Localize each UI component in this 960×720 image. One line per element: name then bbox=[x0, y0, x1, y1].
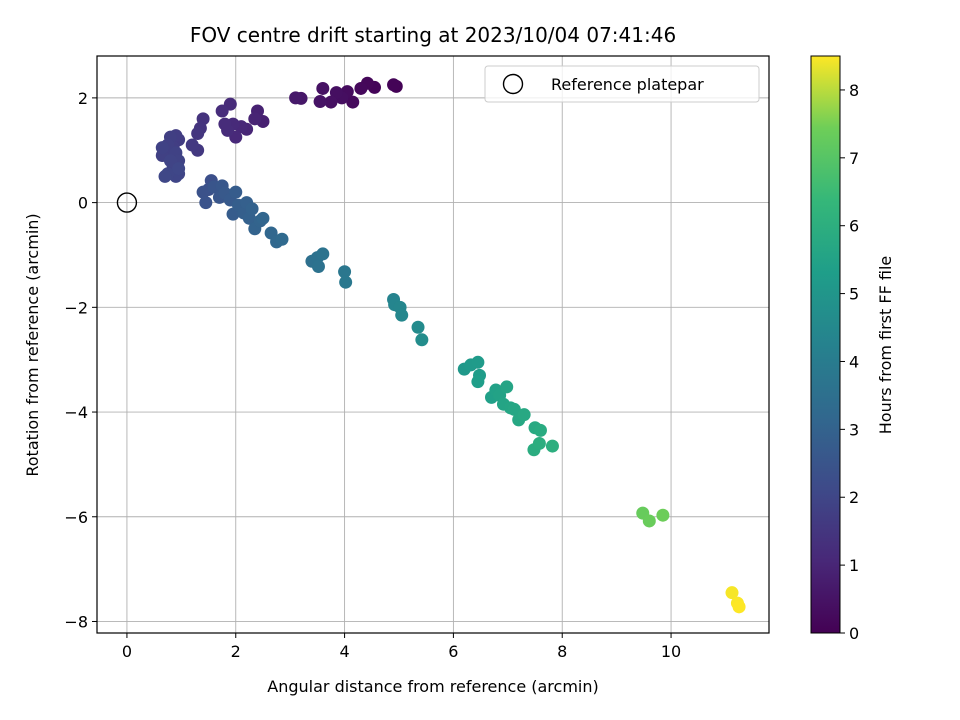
data-point bbox=[218, 117, 232, 131]
colorbar-label: Hours from first FF file bbox=[876, 256, 895, 435]
reference-marker bbox=[116, 192, 138, 213]
data-point bbox=[346, 95, 360, 109]
data-point bbox=[185, 138, 199, 152]
data-point bbox=[338, 265, 352, 279]
data-point bbox=[354, 81, 368, 95]
data-point bbox=[471, 375, 485, 389]
y-tick-label: −6 bbox=[64, 508, 88, 527]
x-axis-ticks: 0 2 4 6 8 10 bbox=[122, 633, 681, 661]
data-point bbox=[395, 308, 409, 322]
data-point bbox=[158, 169, 172, 183]
data-point bbox=[329, 86, 343, 100]
plot-frame bbox=[96, 55, 770, 634]
data-point bbox=[313, 95, 327, 109]
y-axis-ticks: −8 −6 −4 −2 0 2 bbox=[64, 89, 97, 631]
data-point bbox=[289, 91, 303, 105]
data-point bbox=[545, 439, 559, 453]
data-point bbox=[387, 78, 401, 92]
data-point bbox=[248, 112, 262, 126]
data-point bbox=[324, 95, 338, 109]
data-point bbox=[172, 162, 186, 176]
data-point bbox=[339, 275, 353, 289]
colorbar-tick-label: 7 bbox=[849, 149, 859, 168]
data-point bbox=[155, 141, 169, 155]
data-point bbox=[229, 185, 243, 199]
y-tick-label: −2 bbox=[64, 298, 88, 317]
y-axis-label: Rotation from reference (arcmin) bbox=[23, 213, 42, 476]
chart-title: FOV centre drift starting at 2023/10/04 … bbox=[190, 23, 676, 47]
data-point bbox=[245, 202, 259, 216]
data-point bbox=[507, 402, 521, 416]
x-tick-label: 8 bbox=[557, 642, 567, 661]
colorbar-tick-label: 1 bbox=[849, 556, 859, 575]
colorbar-tick-label: 8 bbox=[849, 81, 859, 100]
data-point bbox=[311, 259, 325, 273]
scatter-points bbox=[155, 76, 746, 614]
colorbar-gradient bbox=[810, 55, 841, 634]
colorbar-tick-label: 3 bbox=[849, 420, 859, 439]
legend-box bbox=[484, 65, 760, 103]
legend-marker-circle bbox=[502, 73, 524, 95]
colorbar-tick-label: 4 bbox=[849, 352, 859, 371]
x-tick-label: 4 bbox=[339, 642, 349, 661]
data-point bbox=[411, 320, 425, 334]
colorbar-tick-label: 5 bbox=[849, 285, 859, 304]
data-point bbox=[415, 333, 429, 347]
data-point bbox=[316, 81, 330, 95]
data-point bbox=[196, 185, 210, 199]
data-point bbox=[533, 423, 547, 437]
colorbar: 0 1 2 3 4 5 6 7 8 Hours from first FF file bbox=[810, 55, 895, 643]
data-point bbox=[532, 436, 546, 450]
x-tick-label: 6 bbox=[448, 642, 458, 661]
data-point bbox=[642, 514, 656, 528]
data-point bbox=[517, 408, 531, 422]
data-point bbox=[163, 154, 177, 168]
reference-platepar-point bbox=[116, 192, 138, 213]
x-tick-label: 0 bbox=[122, 642, 132, 661]
y-tick-label: −8 bbox=[64, 612, 88, 631]
y-tick-label: −4 bbox=[64, 403, 88, 422]
y-tick-label: 0 bbox=[78, 194, 88, 213]
data-point bbox=[471, 355, 485, 369]
data-point bbox=[256, 211, 270, 225]
colorbar-tick-label: 0 bbox=[849, 624, 859, 643]
colorbar-tick-label: 2 bbox=[849, 488, 859, 507]
data-point bbox=[199, 196, 213, 210]
data-point bbox=[215, 104, 229, 118]
x-axis-label: Angular distance from reference (arcmin) bbox=[267, 677, 598, 696]
x-tick-label: 2 bbox=[231, 642, 241, 661]
colorbar-ticks: 0 1 2 3 4 5 6 7 8 bbox=[840, 81, 859, 643]
x-tick-label: 10 bbox=[661, 642, 681, 661]
data-point bbox=[725, 586, 739, 600]
data-point bbox=[316, 247, 330, 261]
data-point bbox=[191, 126, 205, 140]
legend-entry-label: Reference platepar bbox=[551, 75, 704, 94]
data-point bbox=[500, 380, 514, 394]
legend: Reference platepar bbox=[484, 65, 760, 103]
data-point bbox=[732, 600, 746, 614]
y-tick-label: 2 bbox=[78, 89, 88, 108]
colorbar-tick-label: 6 bbox=[849, 217, 859, 236]
data-point bbox=[656, 508, 670, 522]
data-point bbox=[275, 232, 289, 246]
